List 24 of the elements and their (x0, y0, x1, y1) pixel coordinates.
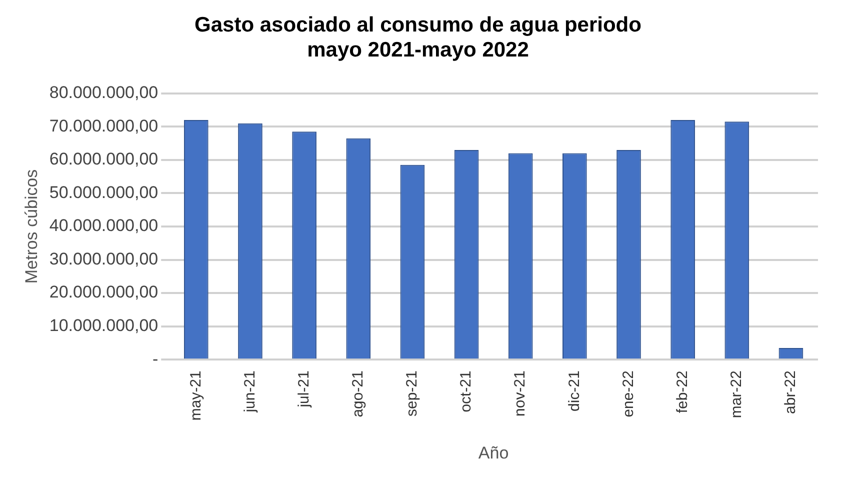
y-tick-label: 20.000.000,00 (49, 282, 158, 302)
y-tick-label: 10.000.000,00 (49, 316, 158, 335)
y-tick-label: 50.000.000,00 (49, 182, 158, 202)
x-tick-label: nov-21 (512, 370, 529, 416)
x-axis-title: Año (478, 443, 509, 462)
y-tick-label: 60.000.000,00 (49, 150, 158, 169)
y-tick-label: 30.000.000,00 (49, 249, 158, 268)
x-tick-label: oct-21 (458, 370, 475, 412)
x-tick-label: jul-21 (295, 370, 312, 408)
y-tick-label: 40.000.000,00 (49, 216, 158, 236)
y-tick-label: 70.000.000,00 (49, 116, 158, 136)
x-tick-label: feb-22 (674, 370, 691, 414)
x-tick-label: ago-21 (350, 370, 367, 418)
y-axis-title: Metros cúbicos (22, 169, 41, 284)
x-tick-label: mar-22 (728, 370, 746, 418)
x-tick-label: jun-21 (241, 370, 258, 414)
chart-title: Gasto asociado al consumo de agua periodo mayo 2021-mayo 2022 (194, 13, 642, 62)
x-tick-label: abr-22 (782, 370, 800, 414)
x-tick-label: ene-22 (620, 370, 637, 418)
x-tick-label: sep-21 (404, 370, 421, 416)
y-tick-label: - (152, 349, 158, 368)
x-tick-label: dic-21 (566, 370, 583, 412)
x-tick-label: may-21 (187, 370, 204, 421)
y-tick-label: 80.000.000,00 (49, 83, 158, 102)
